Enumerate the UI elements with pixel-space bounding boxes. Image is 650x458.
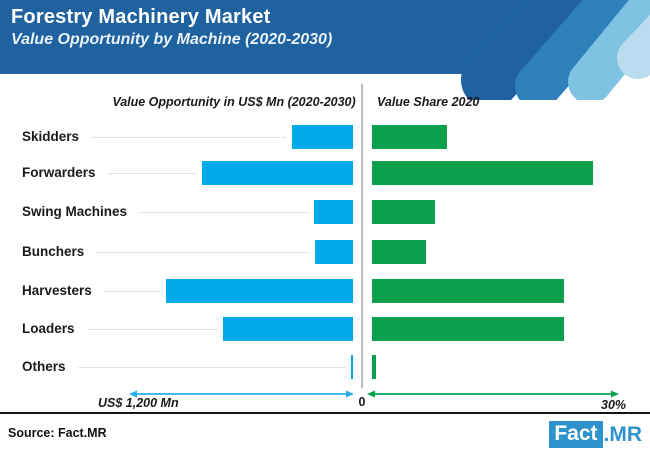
leader-line <box>30 329 217 330</box>
category-label: Loaders <box>0 320 87 338</box>
value-opportunity-bar <box>223 317 353 341</box>
leader-line <box>30 173 196 174</box>
right-axis-max-label: 30% <box>601 398 627 412</box>
footer-divider-line <box>0 412 650 414</box>
leader-line <box>30 367 345 368</box>
value-opportunity-bar <box>202 161 353 185</box>
value-share-bar <box>372 240 426 264</box>
category-label: Others <box>0 358 78 376</box>
category-label: Forwarders <box>0 164 108 182</box>
leader-line <box>30 212 308 213</box>
value-opportunity-bar <box>166 279 353 303</box>
left-axis-max-label: US$ 1,200 Mn <box>98 396 179 410</box>
left-chart-header: Value Opportunity in US$ Mn (2020-2030) <box>112 95 356 109</box>
header: Forestry Machinery Market Value Opportun… <box>11 6 332 49</box>
header-ribbon-graphic <box>0 0 650 100</box>
value-share-bar <box>372 161 593 185</box>
value-opportunity-bar <box>314 200 353 224</box>
logo-mr-text: .MR <box>603 422 643 446</box>
leader-line <box>30 137 286 138</box>
value-share-bar <box>372 279 564 303</box>
green-axis-arrow <box>367 390 619 398</box>
page-subtitle: Value Opportunity by Machine (2020-2030) <box>11 31 333 48</box>
axis-zero-label: 0 <box>358 395 366 409</box>
right-chart-header: Value Share 2020 <box>377 95 480 109</box>
value-share-bar <box>372 125 447 149</box>
category-label: Harvesters <box>0 282 104 300</box>
fact-mr-logo: Fact .MR <box>549 421 642 448</box>
category-label: Swing Machines <box>0 203 140 221</box>
value-share-bar <box>372 200 435 224</box>
page-title: Forestry Machinery Market <box>11 6 271 28</box>
logo-fact-box: Fact <box>549 421 603 448</box>
category-label: Bunchers <box>0 243 97 261</box>
value-opportunity-bar <box>315 240 353 264</box>
value-opportunity-bar <box>292 125 353 149</box>
value-share-bar <box>372 317 564 341</box>
source-text: Source: Fact.MR <box>8 426 107 440</box>
leader-line <box>30 252 309 253</box>
category-label: Skidders <box>0 128 92 146</box>
value-opportunity-bar <box>351 355 353 379</box>
value-share-bar <box>372 355 376 379</box>
center-axis-divider <box>361 84 363 388</box>
